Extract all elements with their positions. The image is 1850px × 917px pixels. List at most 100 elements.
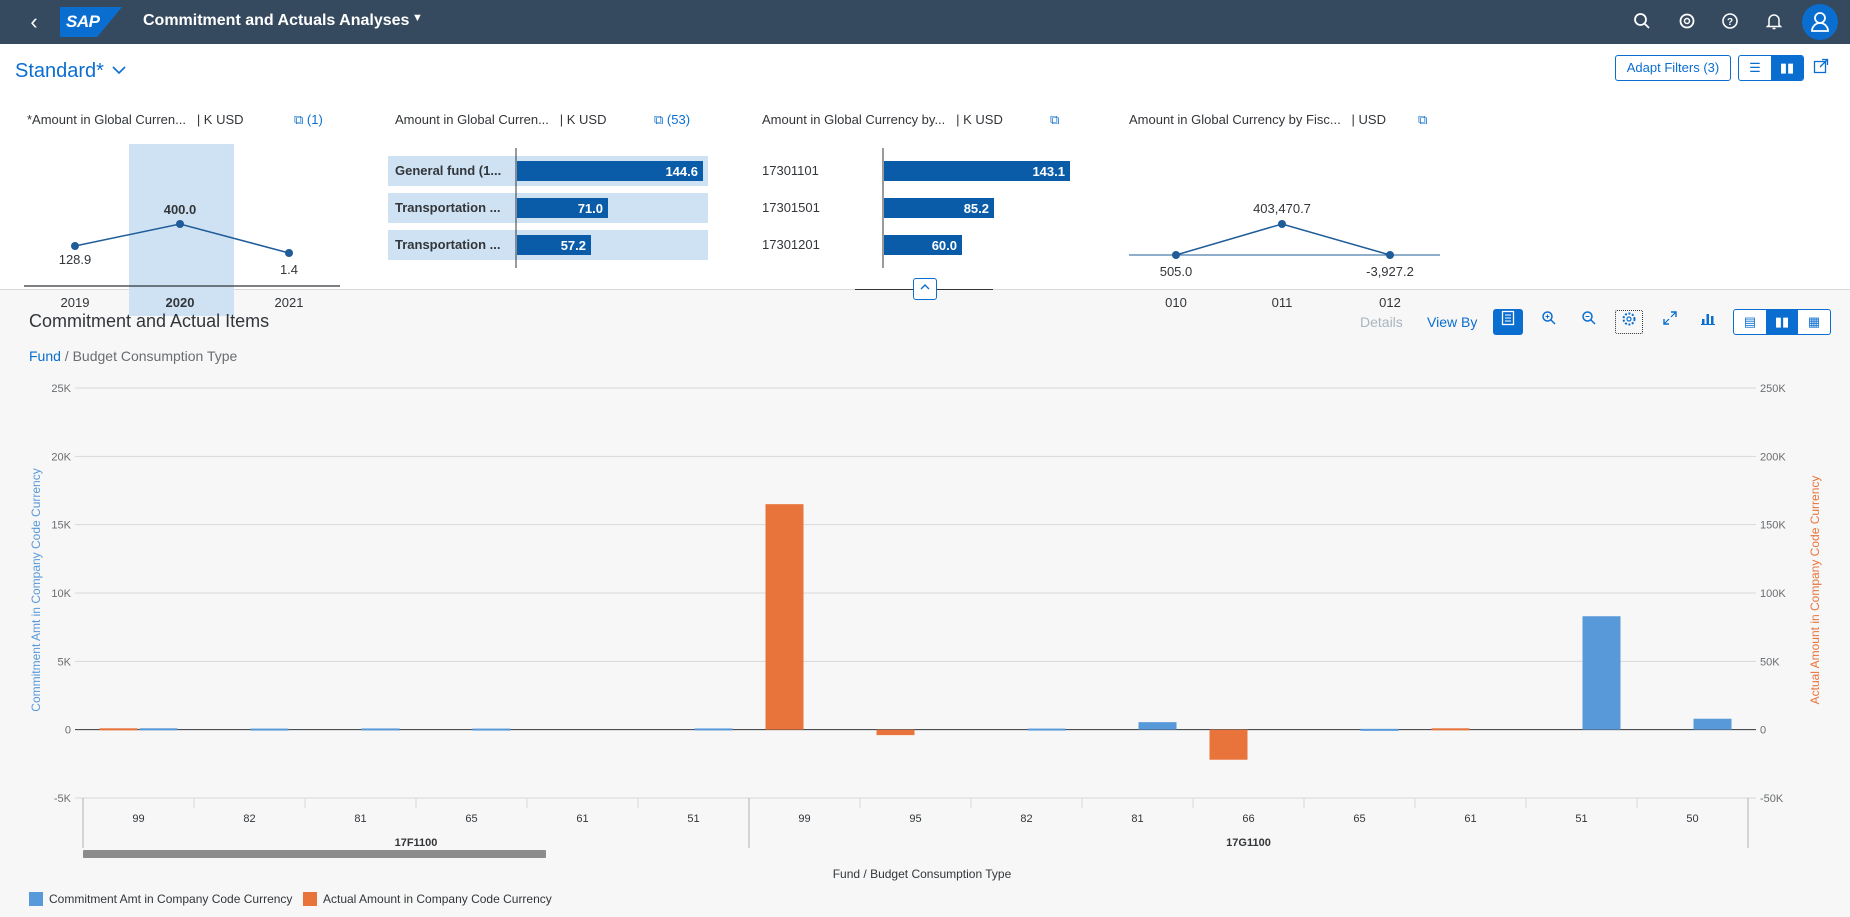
y-axis-left: -5K 0 5K 10K 15K 20K 25K bbox=[51, 383, 71, 805]
filter-bar-view-icon[interactable]: ☰ bbox=[1749, 60, 1761, 75]
card-4-xlabel: 011 bbox=[1272, 295, 1293, 310]
collapse-header-button[interactable] bbox=[913, 278, 937, 300]
share-icon[interactable] bbox=[1813, 58, 1829, 78]
app-title[interactable]: Commitment and Actuals Analyses bbox=[143, 12, 410, 29]
sap-logo-text: SAP bbox=[66, 12, 100, 31]
co-pilot-icon[interactable] bbox=[1677, 12, 1697, 32]
card-3-bar[interactable] bbox=[884, 198, 994, 218]
card-3-bar-value: 60.0 bbox=[932, 238, 957, 253]
bar-actual[interactable] bbox=[765, 504, 804, 730]
card-1-selected-band[interactable] bbox=[129, 144, 234, 316]
search-icon[interactable] bbox=[1632, 12, 1652, 32]
variant-management[interactable]: Standard* bbox=[15, 60, 104, 82]
y-left-tick-label: 10K bbox=[51, 588, 71, 600]
bar-commitment[interactable] bbox=[139, 728, 178, 731]
x-tick-label: 61 bbox=[576, 813, 588, 825]
bar-actual[interactable] bbox=[1209, 729, 1248, 760]
card-1-point[interactable] bbox=[285, 249, 293, 257]
card-4-point[interactable] bbox=[1386, 251, 1394, 259]
view-by-button[interactable]: View By bbox=[1427, 314, 1478, 330]
back-icon[interactable]: ‹ bbox=[30, 9, 38, 34]
copy-icon[interactable]: ⧉ bbox=[294, 112, 304, 127]
chart-type-icon[interactable] bbox=[1693, 309, 1723, 335]
card-3-unit: | K USD bbox=[956, 112, 1003, 127]
y-left-tick-label: 0 bbox=[65, 725, 71, 737]
card-1-selection-link[interactable]: ⧉ (1) bbox=[294, 112, 323, 128]
card-1-value: 400.0 bbox=[164, 202, 197, 217]
fullscreen-icon[interactable] bbox=[1655, 309, 1685, 335]
card-3-bar[interactable] bbox=[884, 235, 962, 255]
card-4-value: 505.0 bbox=[1160, 264, 1193, 279]
legend-item-commitment[interactable]: Commitment Amt in Company Code Currency bbox=[29, 892, 292, 906]
card-3-copy[interactable]: ⧉ bbox=[1050, 112, 1059, 128]
card-2-title: Amount in Global Curren... | K USD bbox=[395, 112, 606, 127]
copy-icon[interactable]: ⧉ bbox=[1418, 112, 1428, 127]
adapt-filters-button[interactable]: Adapt Filters (3) bbox=[1615, 55, 1731, 81]
table-view-icon[interactable]: ▦ bbox=[1807, 314, 1821, 329]
bar-commitment[interactable] bbox=[1582, 616, 1621, 730]
card-2-bar[interactable] bbox=[517, 235, 591, 255]
card-2-bar-chart[interactable]: General fund (1... Transportation ... Tr… bbox=[388, 148, 718, 268]
legend-item-actual[interactable]: Actual Amount in Company Code Currency bbox=[303, 892, 552, 906]
bar-commitment[interactable] bbox=[1693, 718, 1732, 730]
bar-actual[interactable] bbox=[99, 728, 138, 731]
user-avatar-icon[interactable] bbox=[1802, 4, 1838, 40]
card-4-copy[interactable]: ⧉ bbox=[1418, 112, 1427, 128]
bar-actual[interactable] bbox=[1431, 728, 1470, 731]
card-2-bar[interactable] bbox=[517, 198, 608, 218]
breadcrumb-fund-link[interactable]: Fund bbox=[29, 348, 61, 364]
y-left-tick-label: 25K bbox=[51, 383, 71, 395]
card-4-point[interactable] bbox=[1278, 220, 1286, 228]
chart-scrollbar[interactable] bbox=[83, 850, 546, 858]
card-2-selection-link[interactable]: ⧉ (53) bbox=[654, 112, 690, 128]
help-icon[interactable]: ? bbox=[1720, 12, 1740, 32]
card-2-bar-value: 71.0 bbox=[578, 201, 603, 216]
notifications-icon[interactable] bbox=[1764, 12, 1784, 32]
card-2-bar-value: 57.2 bbox=[561, 238, 586, 253]
details-button[interactable]: Details bbox=[1360, 314, 1403, 330]
copy-icon[interactable]: ⧉ bbox=[1050, 112, 1060, 127]
zoom-out-icon[interactable] bbox=[1574, 309, 1604, 335]
card-3-bar-label: 17301101 bbox=[762, 163, 819, 178]
copy-icon[interactable]: ⧉ bbox=[654, 112, 664, 127]
card-1-line-chart[interactable]: 128.9 400.0 1.4 2019 2020 2021 bbox=[20, 144, 345, 319]
bar-commitment[interactable] bbox=[1027, 728, 1066, 731]
chart-view-icon[interactable]: ▮▮ bbox=[1766, 310, 1798, 334]
card-1-point[interactable] bbox=[176, 220, 184, 228]
x-tick-label: 66 bbox=[1242, 813, 1254, 825]
bar-commitment[interactable] bbox=[1138, 722, 1177, 730]
card-3-bar[interactable] bbox=[884, 161, 1070, 181]
card-1-value: 128.9 bbox=[59, 252, 92, 267]
card-1-point[interactable] bbox=[71, 242, 79, 250]
chart-table-view-icon[interactable]: ▤ bbox=[1743, 314, 1757, 329]
legend-toggle-icon[interactable] bbox=[1493, 309, 1523, 335]
y-left-tick-label: -5K bbox=[54, 793, 72, 805]
bar-commitment[interactable] bbox=[361, 728, 400, 731]
bar-commitment[interactable] bbox=[472, 728, 511, 731]
bar-commitment[interactable] bbox=[694, 728, 733, 731]
view-switch-segmented: ▤ ▮▮ ▦ bbox=[1733, 309, 1831, 335]
bar-actual[interactable] bbox=[876, 729, 915, 736]
zoom-in-icon[interactable] bbox=[1534, 309, 1564, 335]
x-axis-title: Fund / Budget Consumption Type bbox=[833, 867, 1012, 881]
card-2-link-count[interactable]: (53) bbox=[666, 112, 691, 127]
card-3-bar-label: 17301201 bbox=[762, 237, 820, 252]
visual-filter-view-icon[interactable]: ▮▮ bbox=[1771, 56, 1803, 80]
settings-gear-icon[interactable] bbox=[1615, 310, 1643, 334]
card-4-value: -3,927.2 bbox=[1366, 264, 1414, 279]
card-4-line-chart[interactable]: 505.0 403,470.7 -3,927.2 010 011 012 bbox=[1125, 144, 1445, 319]
y-left-tick-label: 15K bbox=[51, 520, 71, 532]
y-right-tick-label: 250K bbox=[1760, 383, 1786, 395]
app-title-dropdown-icon[interactable]: ▼ bbox=[412, 12, 423, 24]
bar-commitment[interactable] bbox=[1360, 728, 1399, 731]
card-4-point[interactable] bbox=[1172, 251, 1180, 259]
chevron-down-icon[interactable] bbox=[111, 62, 127, 83]
y-right-tick-label: 0 bbox=[1760, 725, 1766, 737]
x-tick-label: 50 bbox=[1686, 813, 1698, 825]
bar-commitment[interactable] bbox=[250, 728, 289, 731]
sap-logo[interactable]: SAP bbox=[60, 7, 122, 37]
shell-bar: ‹ SAP Commitment and Actuals Analyses ▼ … bbox=[0, 0, 1850, 44]
card-1-link-count[interactable]: (1) bbox=[306, 112, 323, 127]
card-2-bar[interactable] bbox=[517, 161, 703, 181]
card-3-bar-chart[interactable]: 17301101 17301501 17301201 143.1 85.2 60… bbox=[760, 148, 1080, 268]
